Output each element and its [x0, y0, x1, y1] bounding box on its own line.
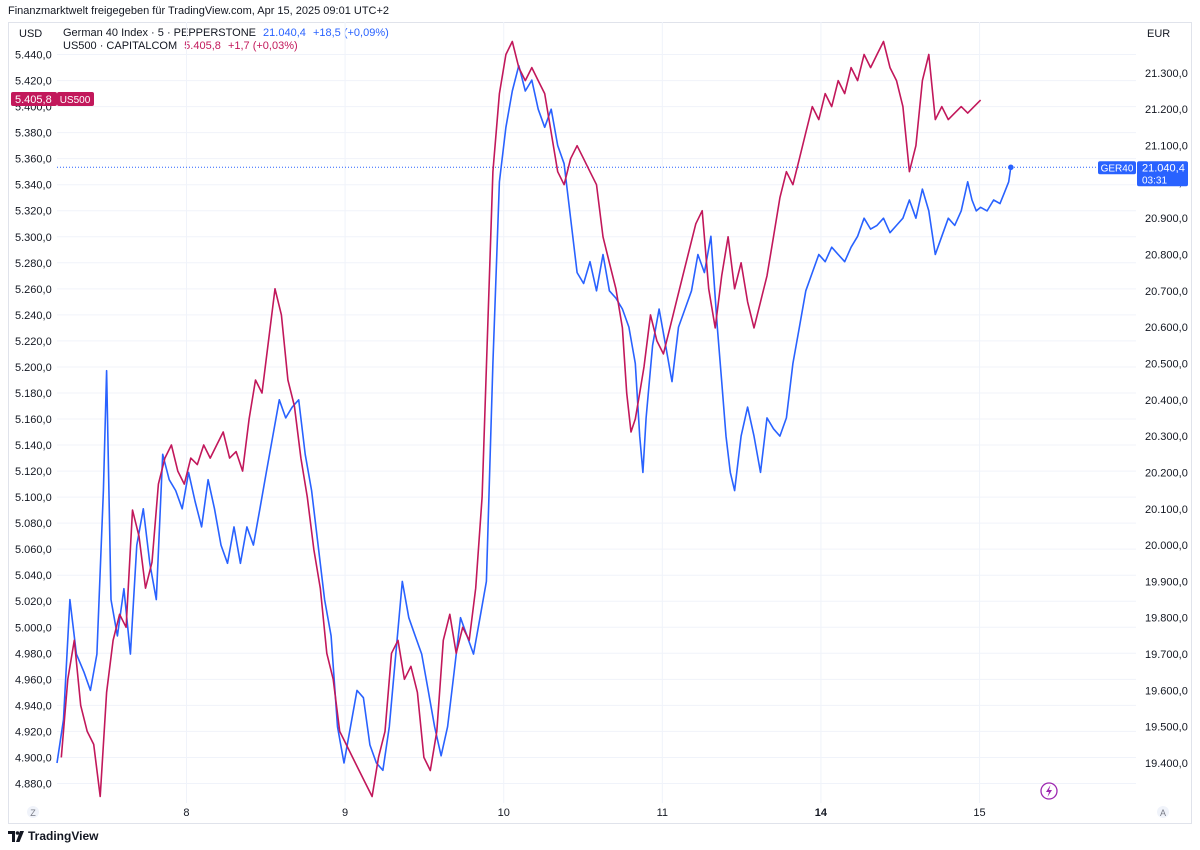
x-tick-label: 11 [657, 807, 668, 819]
right-tick-label: 19.800,0 [1145, 613, 1188, 625]
ger40-badge-time: 03:31 [1142, 175, 1167, 186]
us500-badge-label-bg [57, 92, 94, 107]
left-tick-label: 5.280,0 [15, 258, 52, 270]
left-tick-label: 5.240,0 [15, 310, 52, 322]
right-tick-label: 21.200,0 [1145, 104, 1188, 116]
left-tick-label: 5.100,0 [15, 492, 52, 504]
left-tick-label: 4.960,0 [15, 674, 52, 686]
ger40-badge-value: 21.040,4 [1142, 162, 1185, 174]
tradingview-brand: TradingView [28, 829, 99, 843]
left-tick-label: 4.920,0 [15, 726, 52, 738]
ger40-last-point [1008, 164, 1014, 171]
us500-badge-value-bg [11, 92, 57, 107]
left-tick-label: 5.360,0 [15, 154, 52, 166]
us500-badge-value: 5.405,8 [15, 94, 52, 106]
left-tick-label: 5.260,0 [15, 284, 52, 296]
left-tick-label: 4.880,0 [15, 778, 52, 790]
legend-us500-change: +1,7 (+0,03%) [227, 40, 298, 52]
series-layer [56, 40, 1014, 798]
right-tick-label: 21.100,0 [1145, 141, 1188, 153]
legend-us500-name: US500 · CAPITALCOM [63, 40, 178, 52]
x-tick-label: 8 [183, 807, 189, 819]
x-tick-label: 10 [498, 807, 510, 819]
right-tick-label: 20.600,0 [1145, 322, 1188, 334]
zoom-reset-icon[interactable] [27, 806, 39, 818]
right-tick-label: 19.400,0 [1145, 758, 1188, 770]
legend-us500[interactable]: US500 · CAPITALCOM 5.405,8 +1,7 (+0,03%) [63, 40, 302, 52]
x-tick-label: 14 [815, 807, 828, 819]
right-tick-label: 20.000,0 [1145, 540, 1188, 552]
left-tick-label: 5.200,0 [15, 362, 52, 374]
x-tick-label: 9 [342, 807, 348, 819]
left-tick-label: 4.900,0 [15, 752, 52, 764]
legend-ger40-name: German 40 Index · 5 · PEPPERSTONE [63, 27, 256, 39]
left-tick-label: 5.040,0 [15, 570, 52, 582]
series-line-ger40 [56, 64, 1012, 772]
left-axis-unit: USD [19, 28, 43, 40]
right-tick-label: 19.900,0 [1145, 576, 1188, 588]
left-tick-label: 5.060,0 [15, 544, 52, 556]
left-tick-label: 5.220,0 [15, 336, 52, 348]
right-axis-ticks: 21.300,021.200,021.100,021.000,020.900,0… [1145, 68, 1188, 770]
left-tick-label: 5.160,0 [15, 414, 52, 426]
right-tick-label: 20.200,0 [1145, 467, 1188, 479]
right-axis-unit: EUR [1147, 28, 1171, 40]
left-tick-label: 5.420,0 [15, 76, 52, 88]
right-tick-label: 19.600,0 [1145, 685, 1188, 697]
ger40-badge-label-bg [1098, 161, 1136, 175]
left-axis-ticks: 5.440,05.420,05.400,05.380,05.360,05.340… [15, 50, 52, 791]
left-tick-label: 5.140,0 [15, 440, 52, 452]
series-line-us500 [60, 40, 982, 798]
left-tick-label: 5.020,0 [15, 596, 52, 608]
legend-us500-last: 5.405,8 [184, 40, 221, 52]
right-tick-label: 20.300,0 [1145, 431, 1188, 443]
x-axis-ticks: 8 9 10 11 14 15 [183, 807, 985, 819]
zoom-reset-label: Z [30, 808, 36, 818]
price-badges: GER40 21.040,403:31 5.405,8 US500 [11, 92, 1188, 187]
ger40-badge-value-bg [1137, 161, 1188, 187]
left-tick-label: 5.340,0 [15, 180, 52, 192]
right-tick-label: 20.800,0 [1145, 249, 1188, 261]
left-tick-label: 5.120,0 [15, 466, 52, 478]
grid-lines [57, 22, 1136, 803]
left-tick-label: 5.000,0 [15, 622, 52, 634]
legend-ger40-change: +18,5 (+0,09%) [312, 27, 389, 39]
right-tick-label: 20.400,0 [1145, 395, 1188, 407]
left-tick-label: 5.440,0 [15, 50, 52, 62]
right-tick-label: 20.500,0 [1145, 358, 1188, 370]
tradingview-footer[interactable]: TradingView [8, 829, 98, 843]
tradingview-logo-icon [8, 830, 24, 842]
chart-frame [8, 22, 1192, 824]
right-tick-label: 19.700,0 [1145, 649, 1188, 661]
left-tick-label: 5.380,0 [15, 128, 52, 140]
auto-scale-icon[interactable] [1157, 806, 1169, 818]
lightning-icon[interactable] [1040, 782, 1058, 800]
left-tick-label: 4.940,0 [15, 700, 52, 712]
right-tick-label: 20.700,0 [1145, 286, 1188, 298]
left-tick-label: 5.300,0 [15, 232, 52, 244]
x-tick-label: 15 [973, 807, 985, 819]
share-header: Finanzmarktwelt freigegeben für TradingV… [8, 5, 390, 17]
ger40-badge-label: GER40 [1101, 163, 1134, 174]
left-tick-label: 5.180,0 [15, 388, 52, 400]
right-tick-label: 19.500,0 [1145, 722, 1188, 734]
auto-scale-label: A [1160, 808, 1166, 818]
left-tick-label: 5.080,0 [15, 518, 52, 530]
right-tick-label: 20.900,0 [1145, 213, 1188, 225]
us500-badge-label: US500 [60, 95, 91, 106]
right-tick-label: 20.100,0 [1145, 504, 1188, 516]
left-tick-label: 5.320,0 [15, 206, 52, 218]
legend-ger40[interactable]: German 40 Index · 5 · PEPPERSTONE 21.040… [63, 27, 393, 39]
right-tick-label: 21.300,0 [1145, 68, 1188, 80]
legend-ger40-last: 21.040,4 [263, 27, 306, 39]
corner-markers: Z A [27, 806, 1169, 818]
left-tick-label: 4.980,0 [15, 648, 52, 660]
